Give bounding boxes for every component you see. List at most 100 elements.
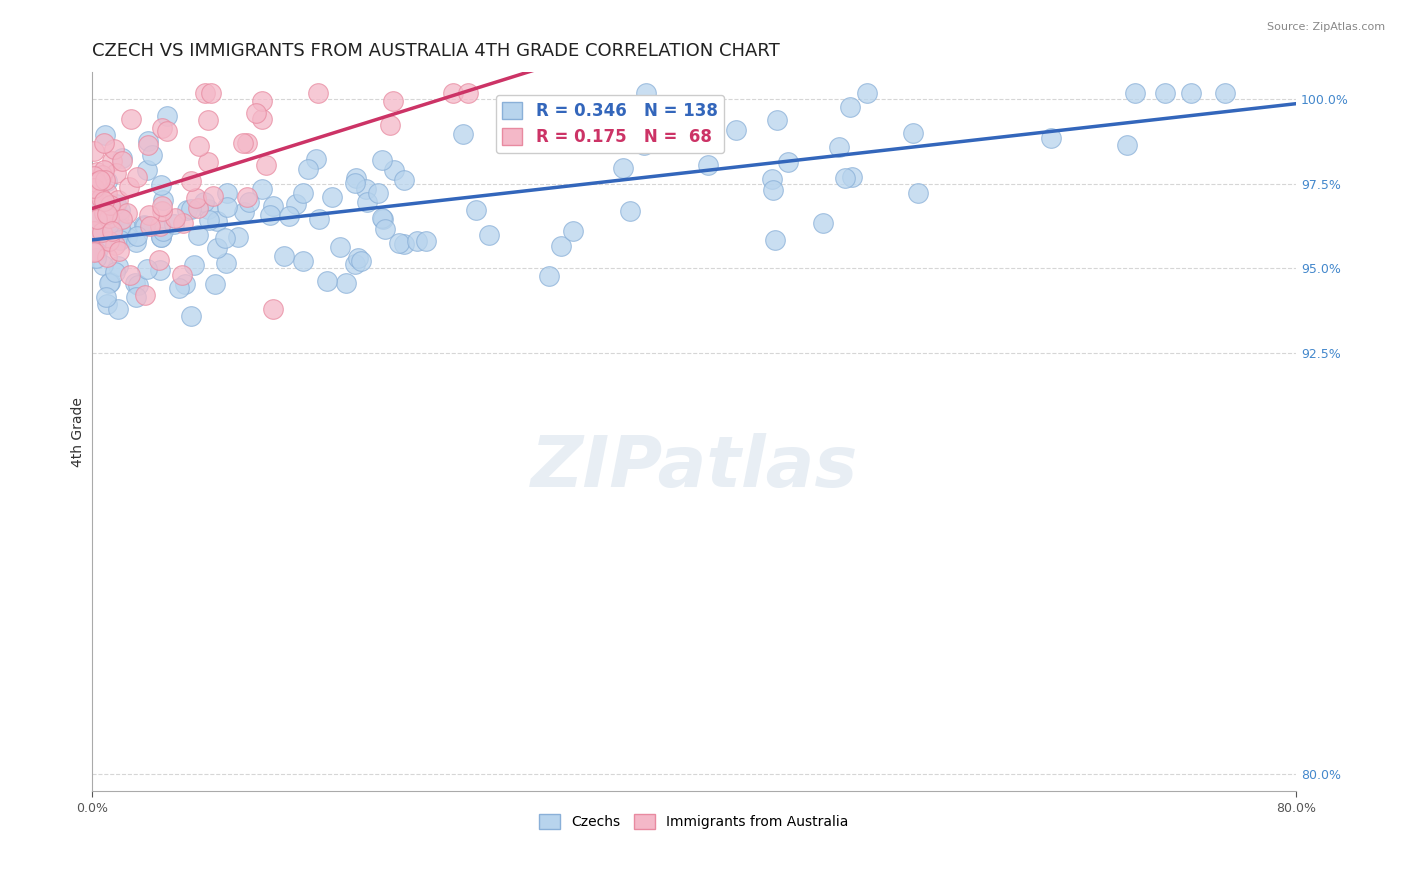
Point [441,86,464,100]
Point [135,162,157,177]
Point [150,120,173,135]
Point [167,281,190,295]
Point [356,182,378,196]
Point [96,290,118,304]
Point [83,244,105,259]
Point [371,153,394,168]
Point [84,201,107,215]
Point [84,251,107,265]
Point [134,219,156,233]
Point [86,245,108,260]
Text: Source: ZipAtlas.com: Source: ZipAtlas.com [1267,22,1385,32]
Point [93,162,115,177]
Point [89,202,111,217]
Point [538,129,561,144]
Point [97,218,120,232]
Point [259,208,281,222]
Point [285,196,308,211]
Point [172,268,194,282]
Point [307,86,329,100]
Point [378,119,401,133]
Point [127,229,149,244]
Point [1213,86,1236,100]
Point [125,235,148,250]
Point [343,256,366,270]
Point [367,186,389,200]
Point [141,148,163,162]
Point [214,231,236,245]
Point [148,253,170,268]
Point [104,238,127,252]
Point [636,86,658,100]
Point [100,224,122,238]
Point [94,233,117,247]
Point [91,225,114,239]
Point [117,221,139,235]
Point [89,194,111,209]
Point [183,258,205,272]
Point [108,208,131,222]
Point [388,236,411,251]
Point [105,197,128,211]
Point [856,86,879,100]
Point [118,268,141,282]
Point [138,208,160,222]
Point [118,180,141,194]
Point [315,274,337,288]
Point [1123,86,1146,100]
Point [811,216,834,230]
Point [180,202,202,217]
Point [94,128,117,142]
Point [478,228,501,243]
Point [371,211,394,225]
Point [901,126,924,140]
Point [98,235,121,249]
Point [86,227,108,241]
Point [184,190,207,204]
Point [344,171,367,186]
Point [103,142,125,156]
Point [371,212,394,227]
Point [150,199,173,213]
Point [633,137,655,152]
Point [292,253,315,268]
Point [96,186,118,201]
Point [335,276,357,290]
Point [349,253,371,268]
Point [83,210,105,224]
Point [262,301,284,316]
Point [232,205,254,219]
Point [90,191,112,205]
Point [343,176,366,190]
Point [100,198,122,212]
Point [107,302,129,317]
Point [382,95,405,109]
Point [228,229,250,244]
Point [406,234,429,248]
Point [136,261,159,276]
Point [96,250,118,264]
Point [93,194,115,208]
Point [200,86,222,100]
Point [173,277,195,291]
Point [762,183,785,197]
Point [96,174,118,188]
Point [215,256,238,270]
Point [457,86,479,100]
Point [89,211,111,225]
Point [1115,138,1137,153]
Point [93,258,115,272]
Point [612,161,634,175]
Point [108,222,131,236]
Point [308,212,330,227]
Point [250,112,273,126]
Point [766,112,789,127]
Point [197,113,219,128]
Point [139,219,162,234]
Point [149,219,172,233]
Point [176,202,198,217]
Point [152,224,174,238]
Point [83,226,105,240]
Point [97,215,120,229]
Point [89,173,111,187]
